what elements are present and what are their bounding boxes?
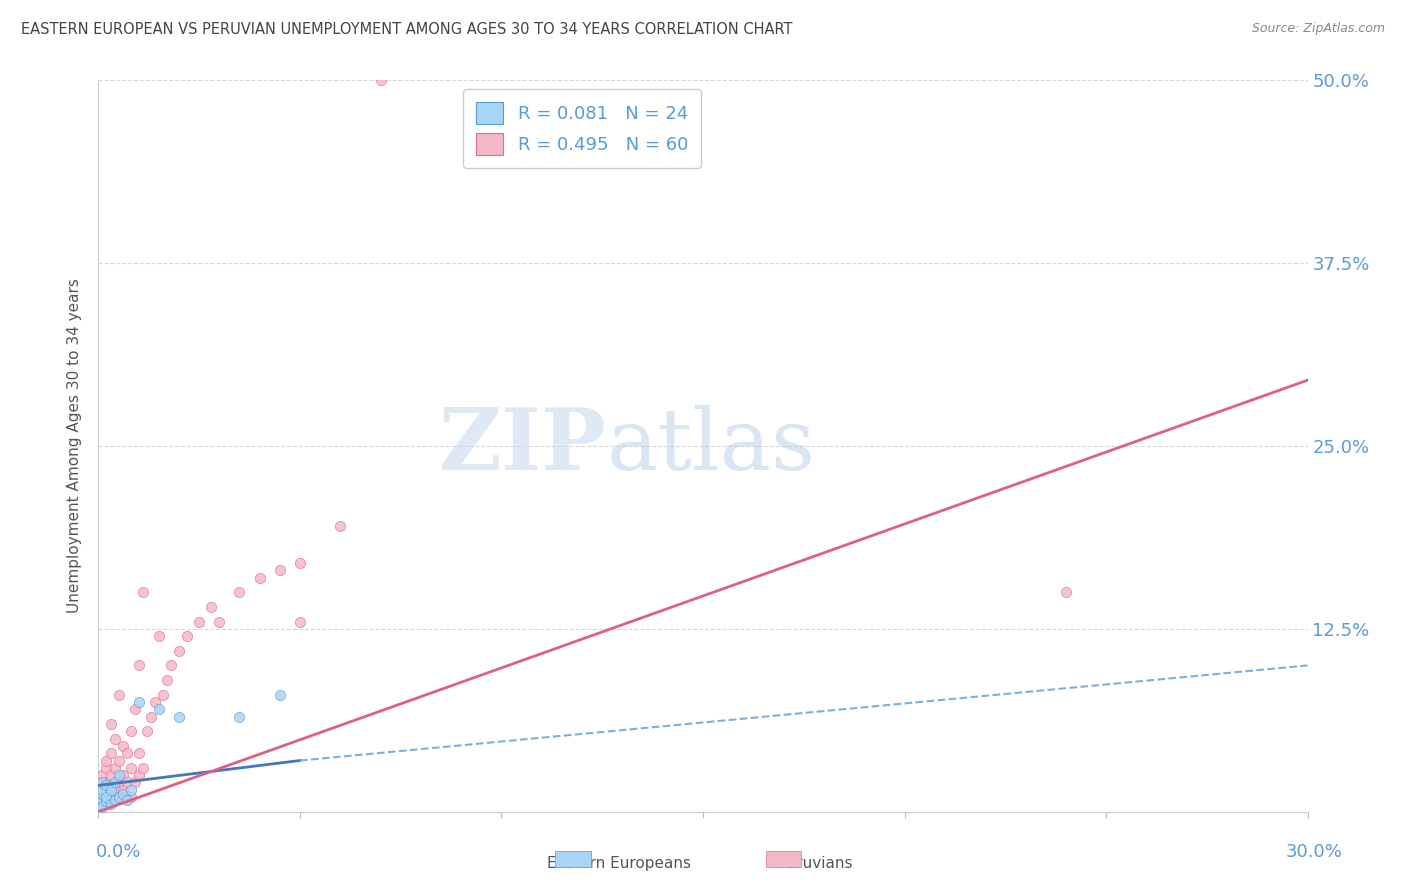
Point: [128, 768, 150, 782]
Text: Eastern Europeans: Eastern Europeans: [547, 856, 690, 871]
Point: [96, 778, 118, 792]
Text: 30.0%: 30.0%: [1286, 843, 1343, 861]
Point: [96, 754, 118, 768]
Text: 0.0%: 0.0%: [96, 843, 141, 861]
Point: [91, 800, 114, 814]
Point: [124, 775, 146, 789]
Point: [249, 571, 271, 585]
Point: [167, 709, 190, 723]
Point: [103, 731, 125, 746]
Point: [1054, 585, 1077, 599]
Point: [120, 724, 142, 739]
Point: [269, 688, 291, 702]
Point: [111, 782, 134, 797]
Point: [107, 688, 129, 702]
Point: [128, 695, 150, 709]
Point: [228, 585, 250, 599]
Point: [91, 793, 114, 807]
Point: [100, 768, 122, 782]
Point: [156, 673, 179, 687]
Point: [115, 793, 138, 807]
Point: [120, 790, 142, 805]
Point: [103, 761, 125, 775]
Point: [96, 782, 118, 797]
Point: [91, 787, 114, 801]
Point: [148, 629, 170, 643]
Point: [160, 658, 183, 673]
Point: [100, 746, 122, 760]
Point: [120, 761, 142, 775]
Point: [208, 615, 231, 629]
Text: atlas: atlas: [606, 404, 815, 488]
Point: [200, 599, 222, 614]
Point: [329, 519, 352, 533]
Point: [107, 790, 129, 805]
Point: [91, 778, 114, 792]
Point: [87, 775, 110, 789]
Point: [87, 790, 110, 805]
Point: [370, 73, 392, 87]
Point: [91, 782, 114, 797]
Point: [176, 629, 198, 643]
Point: [96, 790, 118, 805]
Point: [288, 615, 311, 629]
Point: [269, 563, 291, 577]
Text: EASTERN EUROPEAN VS PERUVIAN UNEMPLOYMENT AMONG AGES 30 TO 34 YEARS CORRELATION : EASTERN EUROPEAN VS PERUVIAN UNEMPLOYMEN…: [21, 22, 793, 37]
Point: [143, 695, 166, 709]
Point: [100, 782, 122, 797]
Point: [87, 797, 110, 812]
Point: [148, 702, 170, 716]
Point: [132, 585, 155, 599]
Point: [96, 790, 118, 805]
Point: [139, 709, 162, 723]
Point: [91, 793, 114, 807]
Point: [91, 768, 114, 782]
Point: [100, 793, 122, 807]
Point: [111, 787, 134, 801]
Point: [135, 724, 157, 739]
Point: [124, 702, 146, 716]
Point: [132, 761, 155, 775]
Point: [107, 768, 129, 782]
Point: [103, 775, 125, 789]
Point: [103, 782, 125, 797]
Point: [228, 709, 250, 723]
Text: Source: ZipAtlas.com: Source: ZipAtlas.com: [1251, 22, 1385, 36]
Point: [91, 797, 114, 812]
Point: [96, 775, 118, 789]
Point: [91, 775, 114, 789]
Point: [96, 795, 118, 809]
Point: [111, 739, 134, 753]
Point: [87, 790, 110, 805]
Point: [107, 790, 129, 805]
Point: [128, 746, 150, 760]
Point: [91, 782, 114, 797]
Point: [188, 615, 211, 629]
Text: ZIP: ZIP: [439, 404, 606, 488]
Y-axis label: Unemployment Among Ages 30 to 34 years: Unemployment Among Ages 30 to 34 years: [67, 278, 83, 614]
Point: [103, 793, 125, 807]
Point: [91, 787, 114, 801]
Point: [120, 782, 142, 797]
Point: [167, 644, 190, 658]
Point: [128, 658, 150, 673]
Point: [111, 768, 134, 782]
Point: [87, 797, 110, 812]
Point: [288, 556, 311, 570]
Text: Peruvians: Peruvians: [779, 856, 852, 871]
Point: [100, 797, 122, 812]
Legend: R = 0.081   N = 24, R = 0.495   N = 60: R = 0.081 N = 24, R = 0.495 N = 60: [464, 89, 700, 168]
Point: [107, 754, 129, 768]
Point: [115, 775, 138, 789]
Point: [96, 761, 118, 775]
Point: [115, 746, 138, 760]
Point: [152, 688, 174, 702]
Point: [107, 775, 129, 789]
Point: [100, 717, 122, 731]
